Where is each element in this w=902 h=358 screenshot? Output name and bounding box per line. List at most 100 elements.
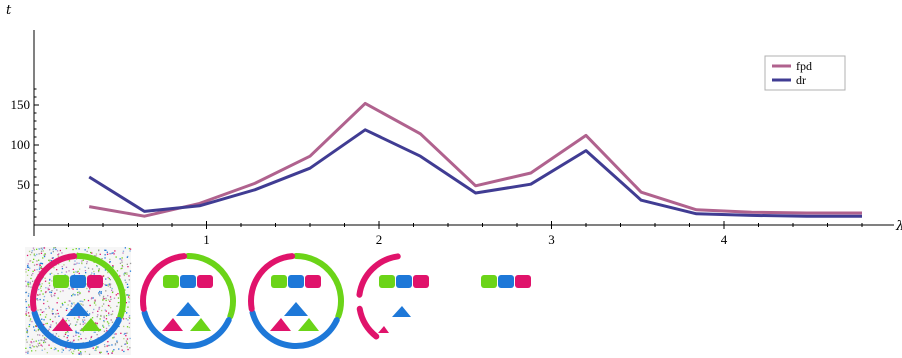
noise-dot [37, 294, 39, 296]
noise-dot [95, 347, 97, 350]
legend-box [764, 55, 846, 91]
noise-dot [119, 262, 122, 264]
noise-dot [35, 325, 37, 327]
noise-dot [32, 272, 34, 275]
noise-dot [38, 345, 40, 347]
noise-dot [76, 332, 78, 334]
noise-dot [128, 298, 131, 300]
noise-dot [126, 256, 128, 258]
noise-dot [107, 285, 109, 287]
noise-dot [29, 267, 31, 269]
x-axis-label: λ [895, 219, 902, 234]
noise-dot [129, 347, 131, 349]
noise-dot [67, 331, 69, 333]
noise-dot [93, 302, 96, 304]
noise-dot [37, 334, 39, 336]
noise-dot [115, 333, 117, 335]
noise-dot [101, 258, 103, 260]
noise-dot [33, 249, 35, 251]
noise-dot [82, 304, 84, 306]
noise-dot [78, 352, 80, 354]
noise-dot [64, 333, 67, 335]
noise-dot [88, 291, 90, 293]
noise-dot [65, 347, 67, 349]
noise-dot [115, 256, 117, 258]
noise-dot [68, 349, 70, 352]
noise-dot [27, 283, 29, 285]
noise-dot [52, 313, 54, 315]
noise-dot [98, 306, 100, 309]
noise-dot [43, 341, 45, 344]
noise-dot [38, 288, 40, 291]
ring-arc-green [185, 253, 236, 320]
noise-dot [76, 262, 78, 264]
bar-block [481, 275, 497, 288]
noise-dot [69, 300, 71, 302]
noise-dot [71, 287, 73, 289]
noise-dot [40, 266, 42, 268]
noise-dot [33, 346, 35, 348]
noise-dot [128, 316, 130, 318]
noise-dot [74, 324, 77, 326]
noise-dot [103, 321, 105, 323]
noise-dot [105, 278, 107, 280]
noise-dot [79, 333, 82, 335]
bar-block [271, 275, 287, 288]
noise-dot [93, 261, 95, 263]
noise-dot [51, 272, 53, 274]
noise-dot [121, 267, 123, 269]
noise-dot [44, 277, 46, 279]
noise-dot [99, 318, 101, 320]
noise-dot [109, 253, 111, 255]
bar-block [288, 275, 304, 288]
noise-dot [112, 310, 114, 312]
noise-dot [31, 345, 34, 347]
noise-dot [113, 297, 116, 299]
noise-dot [49, 318, 51, 321]
noise-dot [94, 300, 96, 302]
noise-dot [45, 291, 47, 293]
noise-dot [40, 339, 42, 341]
noise-dot [127, 348, 129, 351]
noise-dot [52, 249, 54, 251]
triangle-blue [392, 306, 411, 317]
noise-dot [86, 310, 88, 312]
bar-block [163, 275, 179, 288]
noise-dot [61, 302, 63, 305]
noise-dot [84, 270, 87, 272]
noise-dot [102, 283, 104, 285]
noise-dot [49, 273, 51, 275]
noise-dot [69, 341, 71, 343]
noise-dot [126, 283, 129, 285]
noise-dot [26, 332, 28, 334]
noise-dot [109, 279, 111, 281]
noise-dot [119, 275, 121, 277]
noise-dot [64, 301, 66, 303]
noise-dot [98, 249, 100, 252]
noise-dot [53, 287, 56, 289]
noise-dot [43, 295, 46, 298]
noise-dot [65, 332, 67, 334]
noise-dot [41, 349, 43, 351]
noise-dot [88, 247, 90, 249]
noise-dot [98, 268, 100, 270]
noise-dot [125, 318, 127, 320]
noise-dot [40, 267, 42, 269]
noise-dot [48, 328, 50, 330]
thumbnail-noisy [25, 247, 132, 356]
noise-dot [107, 284, 109, 286]
noise-dot [93, 308, 95, 311]
noise-dot [129, 262, 132, 265]
noise-dot [117, 297, 120, 299]
noise-dot [42, 250, 44, 252]
axes: t λ [6, 3, 902, 236]
ring-arc-green [75, 253, 126, 320]
noise-dot [37, 343, 39, 345]
noise-dot [94, 322, 97, 324]
noise-dot [56, 289, 58, 291]
noise-dot [68, 319, 70, 322]
noise-dot [37, 294, 39, 296]
ring-arc-blue [31, 309, 122, 349]
noise-dot [107, 341, 109, 343]
noise-dot [46, 352, 48, 354]
